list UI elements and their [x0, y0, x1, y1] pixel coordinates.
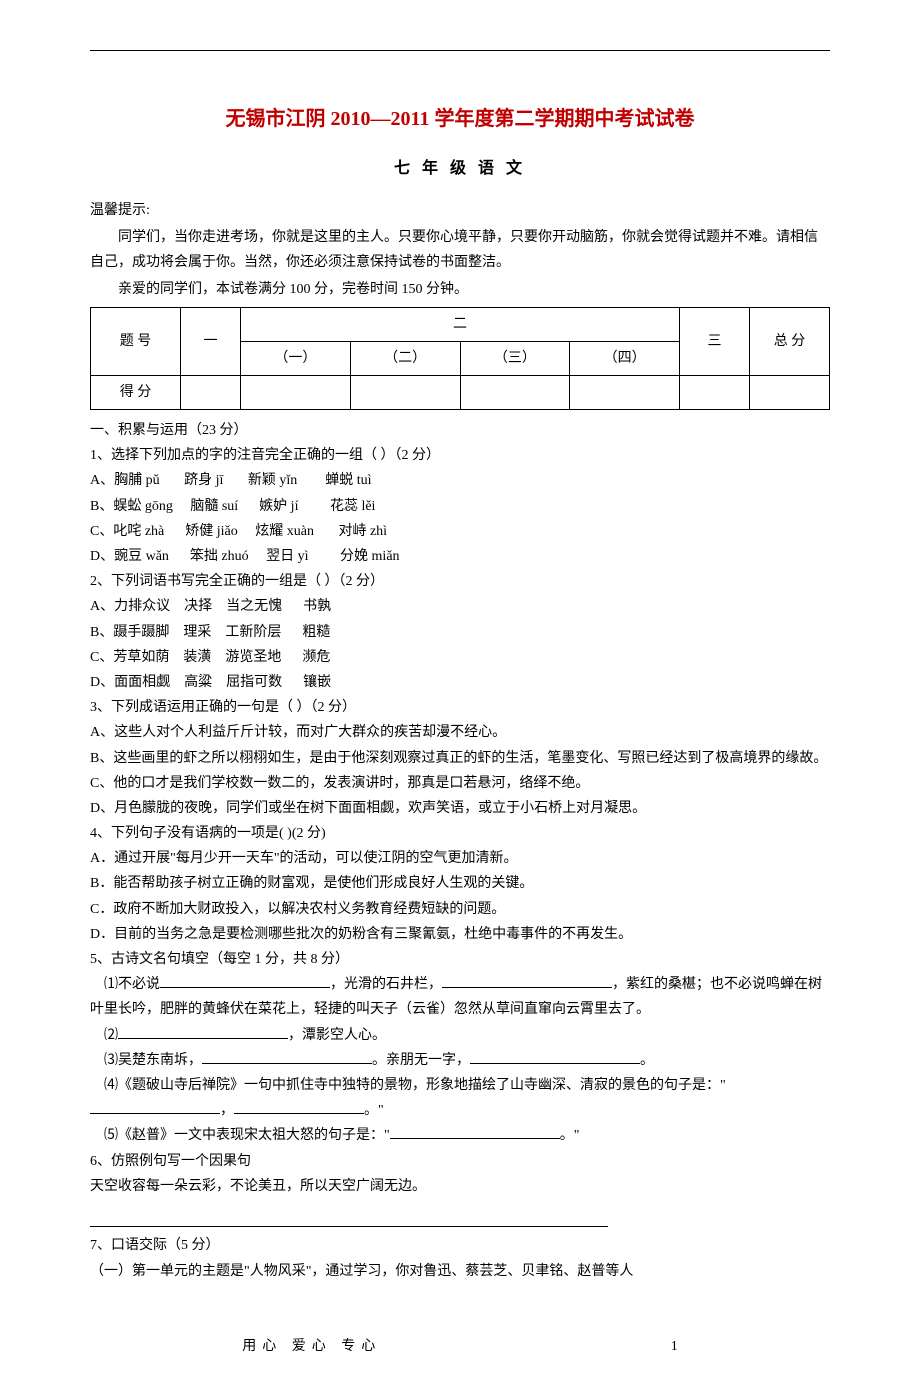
q5-5a: ⑸《赵普》一文中表现宋太祖大怒的句子是：" [104, 1128, 390, 1143]
footer-text: 用心 爱心 专心 [242, 1339, 381, 1354]
q5-1: ⑴不必说，光滑的石井栏，，紫红的桑椹；也不必说鸣蝉在树叶里长吟，肥胖的黄蜂伏在菜… [90, 972, 830, 1022]
q5-3a: ⑶吴楚东南坼， [104, 1053, 202, 1068]
q5-4c: 。" [364, 1103, 384, 1118]
score-table: 题 号 一 二 三 总 分 （一） （二） （三） （四） 得 分 [90, 307, 830, 411]
page-number: 1 [671, 1339, 678, 1354]
q5-4b: ， [220, 1103, 234, 1118]
q2-opt-c: C、芳草如荫 装潢 游览圣地 濒危 [90, 645, 830, 670]
q5-2a: ⑵ [104, 1028, 118, 1043]
q5-5b: 。" [560, 1128, 580, 1143]
q3-opt-b: B、这些画里的虾之所以栩栩如生，是由于他深刻观察过真正的虾的生活，笔墨变化、写照… [90, 746, 830, 771]
cell-total: 总 分 [750, 307, 830, 375]
q5-3: ⑶吴楚东南坼， 。亲朋无一字， 。 [90, 1048, 830, 1073]
q7-body: （一）第一单元的主题是"人物风采"，通过学习，你对鲁迅、蔡芸芝、贝聿铭、赵普等人 [90, 1259, 830, 1284]
q3-opt-a: A、这些人对个人利益斤斤计较，而对广大群众的疾苦却漫不经心。 [90, 720, 830, 745]
hint-body: 同学们，当你走进考场，你就是这里的主人。只要你心境平静，只要你开动脑筋，你就会觉… [90, 225, 830, 275]
table-row: 得 分 [91, 375, 830, 409]
cell-sub2: （二） [350, 341, 460, 375]
q4-opt-d: D．目前的当务之急是要检测哪些批次的奶粉含有三聚氰氨，杜绝中毒事件的不再发生。 [90, 922, 830, 947]
q6-stem: 6、仿照例句写一个因果句 [90, 1149, 830, 1174]
exam-subtitle: 七 年 级 语 文 [90, 155, 830, 184]
q1-opt-b: B、蜈蚣 gōng 脑髓 suí 嫉妒 jí 花蕊 lěi [90, 494, 830, 519]
cell-score-label: 得 分 [91, 375, 181, 409]
cell-blank [570, 375, 680, 409]
blank [118, 1023, 288, 1038]
q5-4: ⑷《题破山寺后禅院》一句中抓住寺中独特的景物，形象地描绘了山寺幽深、清寂的景色的… [90, 1073, 830, 1123]
cell-blank [460, 375, 570, 409]
q5-3c: 。 [640, 1053, 654, 1068]
q5-2: ⑵ ，潭影空人心。 [90, 1023, 830, 1048]
q1-opt-d: D、豌豆 wǎn 笨拙 zhuó 翌日 yì 分娩 miǎn [90, 544, 830, 569]
cell-sub1: （一） [241, 341, 351, 375]
q4-opt-b: B．能否帮助孩子树立正确的财富观，是使他们形成良好人生观的关键。 [90, 871, 830, 896]
q2-stem: 2、下列词语书写完全正确的一组是（ ）（2 分） [90, 569, 830, 594]
q5-stem: 5、古诗文名句填空（每空 1 分，共 8 分） [90, 947, 830, 972]
footer: 用心 爱心 专心 1 [90, 1334, 830, 1359]
score-note: 亲爱的同学们，本试卷满分 100 分，完卷时间 150 分钟。 [90, 277, 830, 302]
q2-opt-d: D、面面相觑 高粱 屈指可数 镶嵌 [90, 670, 830, 695]
q4-stem: 4、下列句子没有语病的一项是( )(2 分) [90, 821, 830, 846]
blank [202, 1048, 372, 1063]
q6-example: 天空收容每一朵云彩，不论美丑，所以天空广阔无边。 [90, 1174, 830, 1199]
cell-sub4: （四） [570, 341, 680, 375]
answer-line [90, 1205, 608, 1227]
q3-opt-d: D、月色朦胧的夜晚，同学们或坐在树下面面相觑，欢声笑语，或立于小石桥上对月凝思。 [90, 796, 830, 821]
table-row: 题 号 一 二 三 总 分 [91, 307, 830, 341]
q5-3b: 。亲朋无一字， [372, 1053, 470, 1068]
exam-title: 无锡市江阴 2010—2011 学年度第二学期期中考试试卷 [90, 101, 830, 137]
hint-label: 温馨提示: [90, 198, 830, 223]
cell-header-no: 题 号 [91, 307, 181, 375]
q1-opt-c: C、叱咤 zhà 矫健 jiǎo 炫耀 xuàn 对峙 zhì [90, 519, 830, 544]
blank [442, 973, 612, 988]
blank [234, 1099, 364, 1114]
q1-opt-a: A、胸脯 pǔ 跻身 jī 新颖 yǐn 蝉蜕 tuì [90, 468, 830, 493]
cell-sub3: （三） [460, 341, 570, 375]
section1-head: 一、积累与运用（23 分） [90, 418, 830, 443]
cell-blank [350, 375, 460, 409]
cell-blank [680, 375, 750, 409]
cell-blank [241, 375, 351, 409]
q5-2b: ，潭影空人心。 [288, 1028, 386, 1043]
top-rule [90, 50, 830, 51]
q1-stem: 1、选择下列加点的字的注音完全正确的一组（ ）（2 分） [90, 443, 830, 468]
q5-5: ⑸《赵普》一文中表现宋太祖大怒的句子是：" 。" [90, 1123, 830, 1148]
q5-1b: ，光滑的石井栏， [330, 977, 442, 992]
cell-blank [181, 375, 241, 409]
q4-opt-c: C．政府不断加大财政投入，以解决农村义务教育经费短缺的问题。 [90, 897, 830, 922]
blank [470, 1048, 640, 1063]
q4-opt-a: A．通过开展"每月少开一天车"的活动，可以使江阴的空气更加清新。 [90, 846, 830, 871]
cell-one: 一 [181, 307, 241, 375]
blank [90, 1099, 220, 1114]
q2-opt-a: A、力排众议 决择 当之无愧 书孰 [90, 594, 830, 619]
q7-stem: 7、口语交际（5 分） [90, 1233, 830, 1258]
cell-blank [750, 375, 830, 409]
q5-4a: ⑷《题破山寺后禅院》一句中抓住寺中独特的景物，形象地描绘了山寺幽深、清寂的景色的… [104, 1078, 726, 1093]
q3-opt-c: C、他的口才是我们学校数一数二的，发表演讲时，那真是口若悬河，络绎不绝。 [90, 771, 830, 796]
q3-stem: 3、下列成语运用正确的一句是（ ）（2 分） [90, 695, 830, 720]
blank [160, 973, 330, 988]
q5-1a: ⑴不必说 [104, 977, 160, 992]
cell-two: 二 [241, 307, 680, 341]
cell-three: 三 [680, 307, 750, 375]
blank [390, 1124, 560, 1139]
q2-opt-b: B、蹑手蹑脚 理采 工新阶层 粗糙 [90, 620, 830, 645]
